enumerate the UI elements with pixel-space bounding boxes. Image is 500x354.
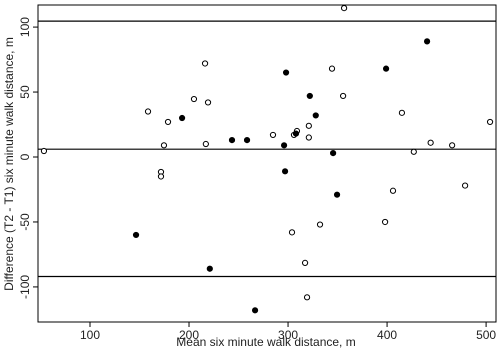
y-tick-label: -100 <box>18 275 32 299</box>
point <box>190 95 198 103</box>
point <box>204 99 212 106</box>
point <box>251 307 259 314</box>
point <box>228 137 236 144</box>
x-tick-label: 400 <box>377 328 397 342</box>
y-axis-label: Difference (T2 - T1) six minute walk dis… <box>2 37 16 291</box>
point <box>382 65 390 72</box>
point <box>280 142 288 149</box>
point <box>243 137 251 144</box>
point <box>340 5 348 12</box>
point <box>157 173 165 180</box>
point <box>312 112 319 119</box>
point <box>486 118 494 126</box>
point <box>316 221 324 228</box>
point <box>269 131 277 139</box>
point <box>202 140 209 148</box>
point <box>410 148 417 155</box>
point <box>178 114 186 122</box>
point <box>281 168 289 175</box>
point <box>132 231 140 239</box>
point <box>305 122 312 129</box>
point <box>398 109 406 116</box>
x-tick-label: 200 <box>179 328 199 342</box>
point <box>306 92 313 100</box>
point <box>423 38 431 45</box>
point <box>301 259 309 266</box>
point <box>40 147 48 155</box>
point <box>381 218 389 226</box>
point <box>330 150 337 157</box>
y-tick-label: 0 <box>18 153 32 160</box>
point <box>449 142 456 149</box>
point <box>389 187 397 194</box>
point <box>144 108 152 115</box>
point <box>164 118 172 126</box>
point <box>303 294 311 301</box>
point <box>427 139 434 146</box>
point <box>292 130 300 137</box>
y-tick-label: 100 <box>18 17 32 37</box>
x-tick-label: 300 <box>278 328 298 342</box>
point <box>206 265 213 272</box>
x-axis-label: Mean six minute walk distance, m <box>176 335 355 349</box>
point <box>201 60 209 67</box>
point <box>340 92 347 100</box>
point <box>160 142 168 149</box>
y-tick-label: -50 <box>18 213 32 231</box>
x-tick-label: 500 <box>476 328 496 342</box>
point <box>328 65 336 72</box>
point <box>462 182 469 189</box>
point <box>305 134 312 141</box>
plot-frame <box>37 4 497 323</box>
point <box>333 191 341 198</box>
y-tick-label: 50 <box>18 85 32 99</box>
point <box>288 229 296 236</box>
x-tick-label: 100 <box>80 328 100 342</box>
point <box>282 69 290 76</box>
